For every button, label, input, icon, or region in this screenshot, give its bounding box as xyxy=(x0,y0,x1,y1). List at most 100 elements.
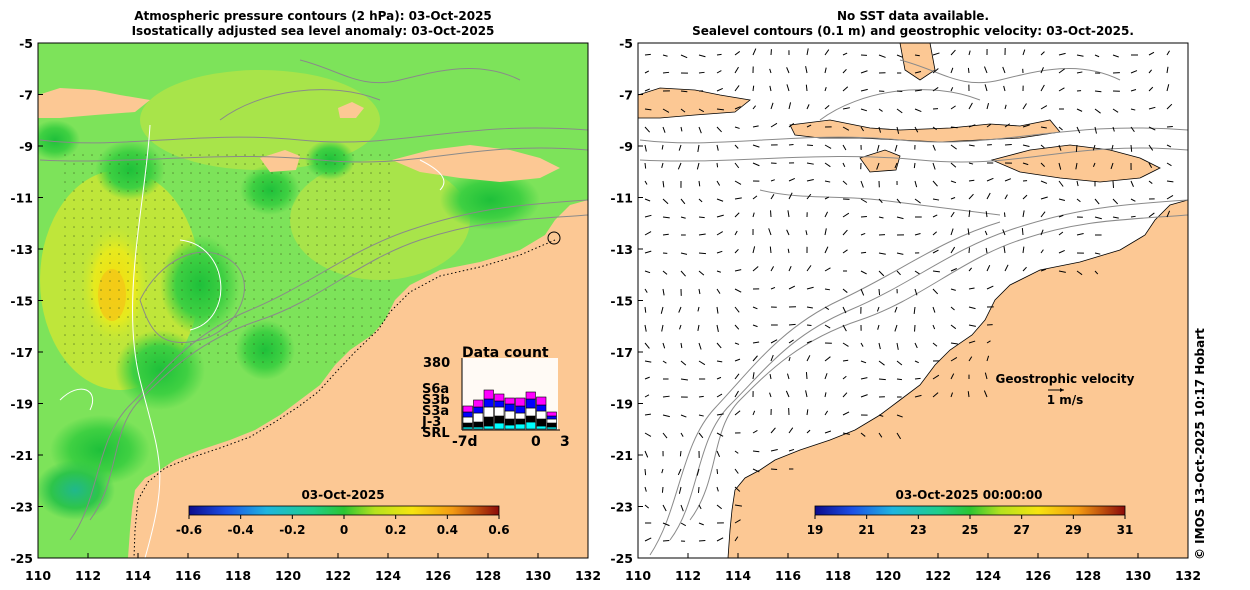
velocity-vector xyxy=(752,195,758,200)
colorbar-tick-label: 31 xyxy=(1117,523,1134,537)
velocity-vector xyxy=(878,342,881,350)
data-count-title: Data count xyxy=(462,345,549,361)
lon-tick-label: 130 xyxy=(1125,568,1151,583)
velocity-vector xyxy=(716,376,722,380)
lon-tick-label: 114 xyxy=(725,568,751,583)
velocity-vector xyxy=(914,377,921,380)
velocity-vector xyxy=(860,270,867,275)
lat-tick-label: -17 xyxy=(10,345,33,360)
lon-tick-label: 128 xyxy=(475,568,501,583)
velocity-vector xyxy=(806,355,811,362)
velocity-vector xyxy=(984,66,988,74)
velocity-vector xyxy=(824,324,831,329)
velocity-vector xyxy=(1058,144,1062,151)
land-sumba xyxy=(859,149,901,173)
velocity-vector xyxy=(824,49,830,56)
data-count-bar xyxy=(462,405,473,413)
velocity-vector xyxy=(644,288,648,293)
velocity-vector xyxy=(842,411,850,416)
velocity-vector xyxy=(842,359,849,362)
velocity-vector xyxy=(806,104,810,110)
velocity-vector xyxy=(769,392,772,398)
velocity-vector xyxy=(1076,126,1081,134)
lon-tick-label: 120 xyxy=(275,568,301,583)
velocity-vector xyxy=(680,414,687,418)
left-map xyxy=(38,43,588,558)
velocity-vector xyxy=(734,248,739,254)
velocity-vector xyxy=(968,102,973,110)
lat-tick-label: -25 xyxy=(10,551,33,566)
velocity-vector xyxy=(752,306,758,310)
velocity-vector xyxy=(752,125,759,128)
velocity-vector xyxy=(716,108,724,111)
velocity-vector xyxy=(878,378,886,381)
velocity-vector xyxy=(914,360,919,364)
bathymetry-contours xyxy=(39,59,588,541)
velocity-vector xyxy=(716,306,719,314)
velocity-vector xyxy=(1148,212,1155,218)
velocity-vector xyxy=(677,162,682,170)
velocity-vector xyxy=(1148,51,1155,56)
velocity-vector xyxy=(1112,198,1119,205)
velocity-vector xyxy=(932,342,938,347)
velocity-vector xyxy=(932,52,940,56)
land-australia xyxy=(727,199,1188,558)
velocity-vector xyxy=(913,306,916,315)
velocity-vector xyxy=(1058,198,1066,201)
velocity-vector xyxy=(932,68,939,74)
velocity-vector xyxy=(662,288,665,296)
velocity-vector xyxy=(662,342,666,349)
velocity-vector xyxy=(1076,54,1084,57)
velocity-vector xyxy=(878,198,883,204)
velocity-vector xyxy=(824,410,829,416)
velocity-vector xyxy=(1130,215,1136,218)
lat-tick-label: -21 xyxy=(610,448,633,463)
velocity-vector xyxy=(805,230,808,236)
velocity-vector xyxy=(842,392,848,398)
velocity-vector xyxy=(644,450,649,458)
velocity-vector xyxy=(788,356,791,362)
velocity-vector xyxy=(806,306,813,309)
velocity-vector xyxy=(1040,229,1044,236)
velocity-vector xyxy=(842,342,849,347)
velocity-vector xyxy=(662,504,667,512)
velocity-vector xyxy=(824,162,831,168)
velocity-vector xyxy=(805,84,808,92)
velocity-vector xyxy=(914,71,922,74)
mission-label-s3b: S3b xyxy=(422,393,450,408)
velocity-vector xyxy=(824,267,831,272)
velocity-vector xyxy=(860,288,865,296)
mission-label-s3a: S3a xyxy=(422,404,449,419)
velocity-vector xyxy=(734,373,740,380)
velocity-vector xyxy=(985,211,988,218)
velocity-vector xyxy=(698,54,706,58)
velocity-vector xyxy=(770,179,775,182)
velocity-vector xyxy=(662,432,668,439)
velocity-vector xyxy=(876,162,880,170)
velocity-vector xyxy=(914,394,922,398)
land-australia xyxy=(128,200,588,558)
velocity-vector xyxy=(644,250,652,254)
velocity-vector xyxy=(1004,104,1007,110)
velocity-vector xyxy=(716,360,723,363)
velocity-vector xyxy=(716,162,719,168)
data-count-bar xyxy=(462,416,473,424)
colorbar-tick-label: 0 xyxy=(340,523,348,537)
colorbar-tick-label: 25 xyxy=(962,523,979,537)
data-count-bar xyxy=(504,410,515,420)
velocity-vector xyxy=(1040,84,1045,92)
velocity-vector xyxy=(1004,178,1012,182)
velocity-vector xyxy=(678,144,682,151)
velocity-vector xyxy=(1004,264,1009,272)
velocity-vector xyxy=(824,228,827,236)
velocity-vector xyxy=(752,105,756,110)
colorbar-tick-label: 21 xyxy=(858,523,875,537)
velocity-vector xyxy=(805,66,808,74)
velocity-vector xyxy=(1040,126,1047,129)
velocity-vector xyxy=(734,126,740,129)
velocity-vector xyxy=(860,342,864,347)
velocity-vector xyxy=(644,486,647,492)
velocity-vector xyxy=(950,67,954,74)
velocity-vector xyxy=(644,180,648,185)
velocity-vector xyxy=(786,229,790,236)
